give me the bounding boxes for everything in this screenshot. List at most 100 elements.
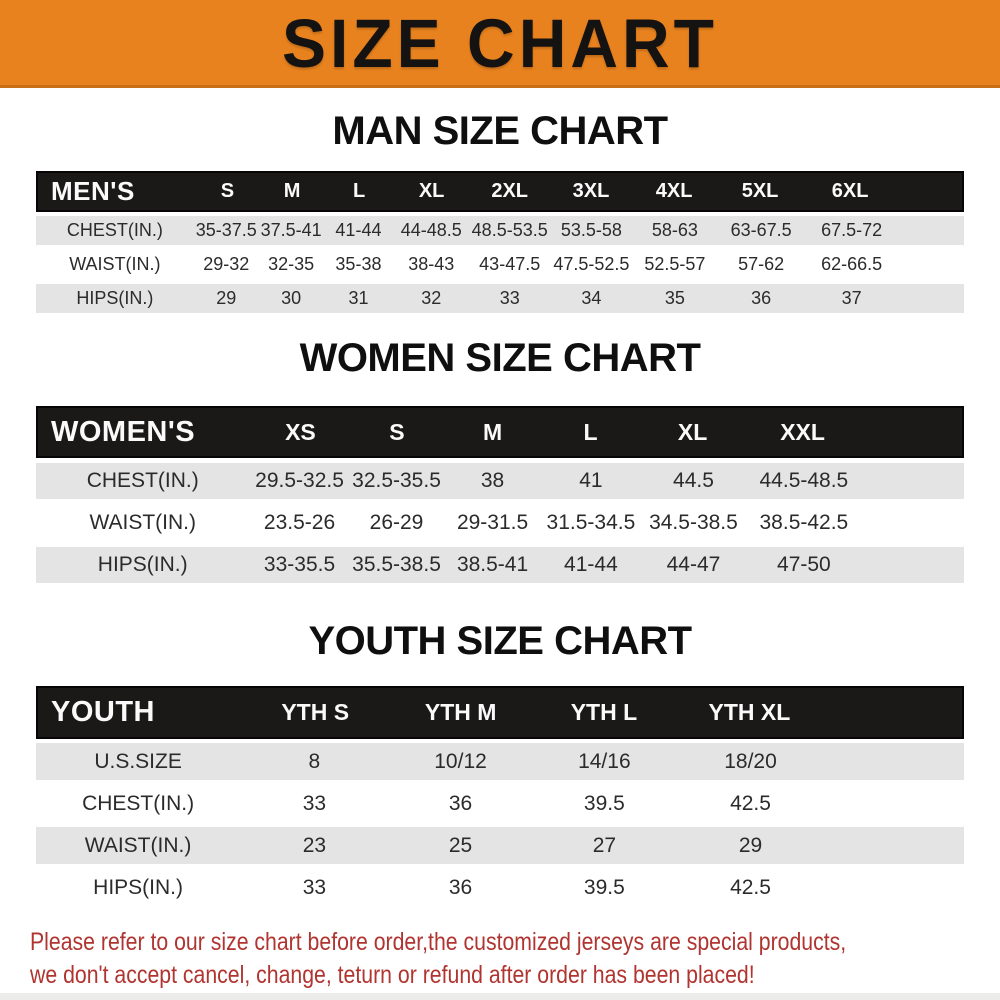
size-value: 44.5 — [673, 469, 714, 492]
size-chart-banner: SIZE CHART — [0, 0, 1000, 88]
size-column-header: YTH S — [281, 699, 350, 725]
size-value: 43-47.5 — [479, 254, 541, 274]
size-value: 29.5-32.5 — [255, 469, 344, 492]
size-column-header: XS — [285, 418, 316, 445]
size-column-header: L — [352, 180, 366, 202]
measure-label: CHEST(IN.) — [82, 791, 195, 815]
size-value: 32-35 — [268, 254, 315, 274]
youth-section: YOUTH SIZE CHART YOUTH YTH S YTH M YTH L YTH… — [0, 619, 1000, 906]
size-value: 8 — [308, 749, 321, 773]
table-corner-label: MEN'S — [51, 176, 135, 206]
size-value: 38-43 — [408, 254, 455, 274]
measure-label: HIPS(IN.) — [93, 875, 183, 899]
measure-label: WAIST(IN.) — [84, 833, 192, 857]
size-value: 52.5-57 — [644, 254, 706, 274]
size-value: 29-32 — [203, 254, 250, 274]
size-value: 35-37.5 — [195, 220, 257, 240]
size-value: 32.5-35.5 — [352, 469, 441, 492]
size-row: WAIST(IN.) 29-32 32-35 35-38 38-43 43-47.5 47.… — [36, 250, 964, 279]
size-column-header: YTH XL — [708, 699, 791, 725]
size-row: HIPS(IN.) 33 36 39.5 42.5 — [36, 869, 964, 906]
table-header-row: WOMEN'S XS S M L XL XXL — [36, 406, 964, 458]
measure-label: U.S.SIZE — [94, 749, 182, 773]
size-row: WAIST(IN.) 23 25 27 29 — [36, 827, 964, 864]
size-value: 47-50 — [777, 553, 831, 576]
size-column-header: S — [389, 418, 405, 445]
size-value: 38.5-41 — [456, 553, 529, 576]
size-column-header: 4XL — [655, 180, 693, 202]
size-value: 48.5-53.5 — [471, 220, 548, 240]
size-value: 23 — [302, 833, 327, 857]
size-value: 53.5-58 — [560, 220, 622, 240]
measure-label: WAIST(IN.) — [69, 254, 161, 274]
size-column-header: M — [283, 180, 301, 202]
banner-title: SIZE CHART — [282, 4, 718, 81]
size-value: 35 — [664, 288, 685, 308]
size-column-header: M — [482, 418, 503, 445]
size-column-header: YTH L — [570, 699, 638, 725]
size-column-header: XXL — [780, 418, 825, 445]
size-column-header: YTH M — [424, 699, 497, 725]
size-value: 29-31.5 — [456, 511, 529, 534]
size-column-header: 5XL — [741, 180, 779, 202]
women-size-chart-heading: WOMEN SIZE CHART — [299, 336, 701, 380]
size-value: 33 — [499, 288, 520, 308]
disclaimer-line-1: Please refer to our size chart before or… — [30, 928, 847, 956]
size-value: 33-35.5 — [263, 553, 336, 576]
measure-label: HIPS(IN.) — [97, 553, 188, 576]
size-value: 63-67.5 — [730, 220, 792, 240]
size-value: 34 — [581, 288, 602, 308]
size-value: 18/20 — [724, 749, 777, 773]
size-value: 25 — [448, 833, 473, 857]
size-value: 36 — [448, 791, 473, 815]
size-value: 29 — [216, 288, 237, 308]
table-corner-label: YOUTH — [51, 696, 155, 728]
size-value: 42.5 — [730, 875, 771, 899]
size-value: 23.5-26 — [263, 511, 336, 534]
size-value: 35-38 — [335, 254, 382, 274]
bottom-edge-strip — [0, 993, 1000, 1000]
size-value: 26-29 — [369, 511, 424, 534]
size-value: 41-44 — [335, 220, 382, 240]
measure-label: HIPS(IN.) — [76, 288, 154, 308]
size-column-header: S — [220, 180, 235, 202]
size-value: 33 — [302, 791, 327, 815]
size-row: U.S.SIZE 8 10/12 14/16 18/20 — [36, 743, 964, 780]
table-corner-label: WOMEN'S — [51, 415, 196, 448]
size-value: 35.5-38.5 — [352, 553, 441, 576]
size-value: 67.5-72 — [821, 220, 883, 240]
size-column-header: 2XL — [491, 180, 529, 202]
size-value: 31 — [348, 288, 369, 308]
size-row: CHEST(IN.) 35-37.5 37.5-41 41-44 44-48.5 48.5… — [36, 216, 964, 245]
disclaimer-line-2: we don't accept cancel, change, teturn o… — [30, 961, 755, 989]
size-row: CHEST(IN.) 33 36 39.5 42.5 — [36, 785, 964, 822]
size-value: 32 — [421, 288, 442, 308]
man-size-chart-heading: MAN SIZE CHART — [332, 109, 668, 153]
size-value: 44.5-48.5 — [759, 469, 849, 492]
size-value: 58-63 — [651, 220, 698, 240]
size-value: 47.5-52.5 — [553, 254, 630, 274]
size-value: 38.5-42.5 — [759, 511, 849, 534]
size-row: HIPS(IN.) 33-35.5 35.5-38.5 38.5-41 41-44 44-… — [36, 547, 964, 583]
size-value: 33 — [302, 875, 327, 899]
size-value: 42.5 — [730, 791, 771, 815]
size-value: 57-62 — [738, 254, 785, 274]
size-value: 44-48.5 — [400, 220, 462, 240]
size-column-header: 6XL — [831, 180, 869, 202]
size-row: HIPS(IN.) 29 30 31 32 33 34 35 36 37 — [36, 284, 964, 313]
youth-size-table: YOUTH YTH S YTH M YTH L YTH XL U.S.SIZE 8 10/12… — [36, 686, 964, 906]
size-value: 38 — [480, 469, 505, 492]
size-row: WAIST(IN.) 23.5-26 26-29 29-31.5 31.5-34.5 34… — [36, 505, 964, 541]
size-value: 30 — [281, 288, 302, 308]
size-value: 37.5-41 — [260, 220, 322, 240]
size-row: CHEST(IN.) 29.5-32.5 32.5-35.5 38 41 44.5 44.5… — [36, 463, 964, 499]
size-column-header: XL — [418, 180, 445, 202]
youth-size-chart-heading: YOUTH SIZE CHART — [308, 619, 692, 663]
measure-label: CHEST(IN.) — [66, 220, 163, 240]
table-header-row: MEN'S S M L XL 2XL 3XL 4XL 5XL 6XL — [36, 171, 964, 212]
men-section: MAN SIZE CHART MEN'S S M L XL 2XL 3XL 4XL 5XL 6XL… — [0, 109, 1000, 313]
size-value: 37 — [841, 288, 862, 308]
size-value: 62-66.5 — [821, 254, 883, 274]
size-value: 36 — [751, 288, 772, 308]
size-value: 36 — [448, 875, 473, 899]
